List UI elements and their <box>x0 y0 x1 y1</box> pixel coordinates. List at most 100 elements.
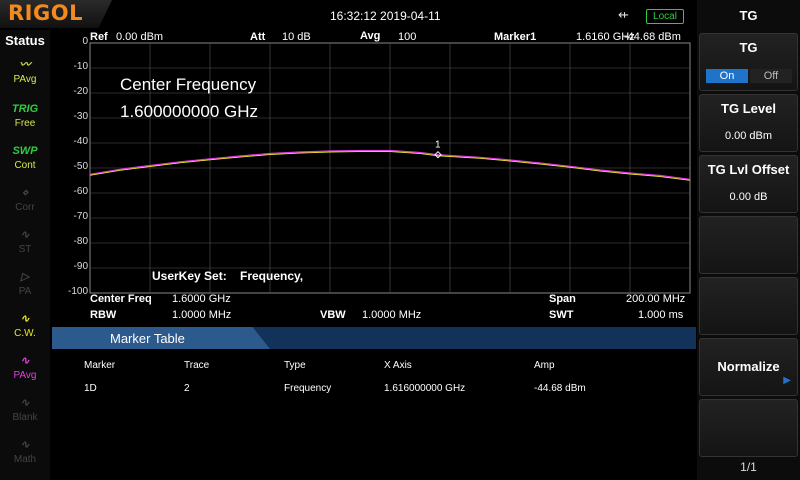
cell-amp[interactable]: -44.68 dBm <box>534 383 586 394</box>
normalize-button[interactable]: Normalize ▶ <box>699 338 798 396</box>
status-label: PA <box>18 286 32 297</box>
y-tick-label: -10 <box>73 61 88 72</box>
math-trace-icon: ∿ <box>20 439 30 451</box>
status-label: PAvg <box>13 370 37 381</box>
status-corr-button[interactable]: ⋄ Corr <box>4 184 46 224</box>
ref-label: Ref <box>90 31 108 43</box>
empty-softkey-4[interactable] <box>699 216 798 274</box>
y-tick-label: -100 <box>67 286 88 297</box>
trig-icon: TRIG <box>11 103 39 115</box>
tg-level-button[interactable]: TG Level 0.00 dBm <box>699 94 798 152</box>
empty-softkey-5[interactable] <box>699 277 798 335</box>
tg-on-option[interactable]: On <box>706 69 748 83</box>
st-icon: ∿ <box>20 229 30 241</box>
status-swp-button[interactable]: SWP Cont <box>4 142 46 182</box>
pa-icon: ▷ <box>20 271 30 283</box>
y-tick-label: 0 <box>82 36 88 47</box>
blank-trace-icon: ∿ <box>20 397 30 409</box>
center-frequency-title: Center Frequency <box>120 75 257 94</box>
ref-value: 0.00 dBm <box>116 31 164 43</box>
top-bar <box>0 0 696 30</box>
y-tick-label: -90 <box>73 261 88 272</box>
pavg-trace-icon: ∿ <box>20 355 30 367</box>
cell-trace[interactable]: 2 <box>184 383 190 394</box>
rbw-value[interactable]: 1.0000 MHz <box>172 309 232 321</box>
status-st-button[interactable]: ∿ ST <box>4 226 46 266</box>
avg-label: Avg <box>360 30 381 42</box>
status-label: C.W. <box>14 328 36 339</box>
status-label: Math <box>13 454 37 465</box>
tg-label: TG <box>739 40 758 55</box>
tg-level-label: TG Level <box>721 101 776 116</box>
status-cw-button[interactable]: ∿ C.W. <box>4 310 46 350</box>
center-freq-label: Center Freq <box>90 293 152 305</box>
corr-icon: ⋄ <box>21 187 29 199</box>
avg-value: 100 <box>398 31 417 43</box>
status-blank-button[interactable]: ∿ Blank <box>4 394 46 434</box>
marker-table-tab[interactable] <box>52 327 270 349</box>
marker-freq: 1.6160 GHz <box>576 31 635 43</box>
swt-label: SWT <box>549 309 574 321</box>
tg-offset-label: TG Lvl Offset <box>707 162 790 177</box>
tg-level-value: 0.00 dBm <box>724 130 773 142</box>
status-pavg-trace-button[interactable]: ∿ PAvg <box>4 352 46 392</box>
status-label: Corr <box>15 202 35 213</box>
span-label: Span <box>549 293 576 305</box>
trace-group: 1 <box>89 140 691 181</box>
col-header-amp: Amp <box>534 360 555 371</box>
marker-amp: -44.68 dBm <box>624 31 681 43</box>
status-trig-button[interactable]: TRIG Free <box>4 100 46 140</box>
empty-softkey-7[interactable] <box>699 399 798 457</box>
rbw-label: RBW <box>90 309 117 321</box>
submenu-arrow-icon: ▶ <box>783 375 791 386</box>
brand-logo: RIGOL <box>0 0 112 28</box>
y-tick-label: -50 <box>73 161 88 172</box>
status-math-button[interactable]: ∿ Math <box>4 436 46 476</box>
status-label: PAvg <box>13 74 37 85</box>
swt-value[interactable]: 1.000 ms <box>638 309 684 321</box>
menu-title: TG <box>739 8 758 23</box>
tg-offset-value: 0.00 dB <box>729 191 768 203</box>
marker-table-title: Marker Table <box>110 331 185 346</box>
page-indicator: 1/1 <box>740 460 757 474</box>
cell-xaxis[interactable]: 1.616000000 GHz <box>384 383 466 394</box>
y-tick-label: -70 <box>73 211 88 222</box>
rms-pavg-icon: 〰 <box>19 59 31 71</box>
status-title: Status <box>5 33 45 48</box>
vbw-label: VBW <box>320 309 346 321</box>
span-value[interactable]: 200.00 MHz <box>626 293 686 305</box>
graticule <box>90 43 690 293</box>
marker-label: 1 <box>435 140 441 151</box>
normalize-label: Normalize <box>717 359 780 374</box>
sweep-icon: SWP <box>12 145 38 157</box>
userkey-value: Frequency, <box>240 269 304 283</box>
att-label: Att <box>250 31 266 43</box>
y-tick-label: -20 <box>73 86 88 97</box>
col-header-xaxis: X Axis <box>384 360 412 371</box>
col-header-marker: Marker <box>84 360 116 371</box>
cell-marker[interactable]: 1D <box>84 383 97 394</box>
status-pavg-button[interactable]: 〰 PAvg <box>4 56 46 96</box>
trace-shadow-line <box>89 151 691 181</box>
status-label: ST <box>18 244 32 255</box>
cell-type[interactable]: Frequency <box>284 383 332 394</box>
status-panel <box>0 30 50 480</box>
local-badge[interactable]: Local <box>646 9 684 24</box>
marker-diamond <box>434 150 442 159</box>
tg-offset-button[interactable]: TG Lvl Offset 0.00 dB <box>699 155 798 213</box>
status-label: Cont <box>14 160 36 171</box>
y-tick-label: -30 <box>73 111 88 122</box>
vbw-value[interactable]: 1.0000 MHz <box>362 309 422 321</box>
y-tick-label: -40 <box>73 136 88 147</box>
center-freq-value[interactable]: 1.6000 GHz <box>172 293 231 305</box>
datetime: 16:32:12 2019-04-11 <box>330 9 441 23</box>
userkey-label: UserKey Set: <box>152 269 227 283</box>
status-label: Blank <box>12 412 38 423</box>
status-label: Free <box>14 118 36 129</box>
usb-icon: ⇷ <box>618 7 629 22</box>
tg-off-option[interactable]: Off <box>750 69 792 83</box>
status-pa-button[interactable]: ▷ PA <box>4 268 46 308</box>
cw-trace-icon: ∿ <box>20 313 30 325</box>
tg-toggle-button[interactable]: TG On Off <box>699 33 798 91</box>
